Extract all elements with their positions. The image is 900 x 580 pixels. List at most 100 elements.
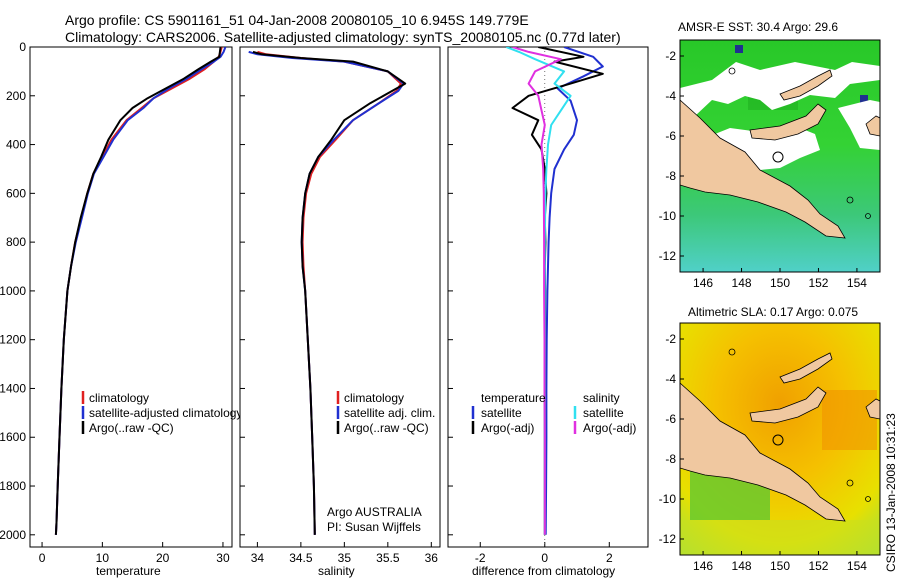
legend-label-sal-argo: Argo(-adj) xyxy=(583,421,636,435)
argo-position-marker xyxy=(772,151,784,163)
y-tick-label: 800 xyxy=(6,235,26,249)
x-tick-label: 0 xyxy=(39,551,46,565)
csiro-watermark: CSIRO 13-Jan-2008 10:31:23 xyxy=(884,413,898,572)
salinity-legend: climatology satellite adj. clim. Argo(..… xyxy=(336,391,435,435)
new-guinea-land xyxy=(680,99,846,239)
difference-panel: -2 0 2 difference from climatology tempera… xyxy=(447,46,649,578)
island-outline xyxy=(846,479,854,487)
series-line-argo-raw-qc- xyxy=(252,50,407,535)
island-outline xyxy=(728,67,736,75)
temperature-axes-frame xyxy=(29,46,233,548)
temperature-legend: climatology satellite-adjusted climatolo… xyxy=(81,391,242,435)
map-y-tick-label: -6 xyxy=(665,129,676,143)
new-britain-land xyxy=(749,103,827,141)
bougainville-land xyxy=(865,115,880,137)
sla-high-patch xyxy=(822,390,877,450)
series-line-temperature-satellite xyxy=(544,47,604,535)
temperature-lines xyxy=(54,47,227,535)
legend-label-argo: Argo(..raw -QC) xyxy=(89,421,174,435)
map-y-tick-label: -10 xyxy=(659,209,677,223)
y-tick-label: 1800 xyxy=(0,479,26,493)
sst-map-panel: AMSR-E SST: 30.4 Argo: 29.6 146 148 150 152… xyxy=(659,20,881,290)
pi-label: PI: Susan Wijffels xyxy=(327,520,421,534)
sst-map-ticks: 146 148 150 152 154 -2 -4 -6 -8 -10 -12 xyxy=(659,49,868,290)
y-tick-label: 2000 xyxy=(0,528,26,542)
y-tick-label: 400 xyxy=(6,138,26,152)
new-britain-land xyxy=(749,386,827,424)
map-y-tick-label: -8 xyxy=(665,169,676,183)
sla-low-patch xyxy=(680,520,880,555)
x-tick-label: 35 xyxy=(338,551,352,565)
new-guinea-land xyxy=(680,382,846,522)
legend-label-satellite: satellite-adjusted climatology xyxy=(89,406,242,420)
map-x-tick-label: 154 xyxy=(847,276,867,290)
x-tick-label: 30 xyxy=(216,551,230,565)
map-x-tick-label: 152 xyxy=(808,276,828,290)
x-tick-label: 34.5 xyxy=(289,551,313,565)
map-y-tick-label: -4 xyxy=(665,372,676,386)
legend-label-temp-satellite: satellite xyxy=(481,406,522,420)
legend-label-sal-satellite: satellite xyxy=(583,406,624,420)
bougainville-land xyxy=(865,398,880,420)
sla-map-panel: Altimetric SLA: 0.17 Argo: 0.075 146 148 1… xyxy=(659,305,881,573)
argo-position-marker xyxy=(772,434,784,446)
y-tick-label: 1600 xyxy=(0,430,26,444)
x-tick-label: 2 xyxy=(606,551,613,565)
map-y-tick-label: -8 xyxy=(665,452,676,466)
salinity-axes-frame xyxy=(239,46,441,548)
salinity-xlabel: salinity xyxy=(318,564,355,578)
y-tick-label: 600 xyxy=(6,186,26,200)
temperature-xlabel: temperature xyxy=(96,564,161,578)
legend-label-satellite: satellite adj. clim. xyxy=(344,406,435,420)
y-tick-label: 1000 xyxy=(0,284,26,298)
island-outline xyxy=(846,196,854,204)
x-tick-label: 20 xyxy=(156,551,170,565)
sst-cold-pixel xyxy=(735,45,743,53)
y-tick-label: 0 xyxy=(19,40,26,54)
map-x-tick-label: 150 xyxy=(770,276,790,290)
sst-map-image xyxy=(680,40,880,272)
map-x-tick-label: 150 xyxy=(770,559,790,573)
x-tick-label: -2 xyxy=(475,551,486,565)
y-tick-label: 1200 xyxy=(0,333,26,347)
x-tick-label: 34 xyxy=(251,551,265,565)
new-ireland-land xyxy=(779,69,833,101)
map-y-tick-label: -12 xyxy=(659,249,677,263)
salinity-lines xyxy=(248,50,407,535)
difference-legend: temperature salinity satellite Argo(-adj… xyxy=(471,391,636,435)
figure-title-line1: Argo profile: CS 5901161_51 04-Jan-2008 … xyxy=(65,12,529,28)
map-y-tick-label: -4 xyxy=(665,89,676,103)
difference-ticks: -2 0 2 xyxy=(448,46,613,565)
y-tick-label: 200 xyxy=(6,89,26,103)
sla-map-ticks: 146 148 150 152 154 -2 -4 -6 -8 -10 -12 xyxy=(659,332,868,573)
difference-xlabel: difference from climatology xyxy=(472,564,615,578)
missing-data-patch xyxy=(838,100,880,150)
legend-label-argo: Argo(..raw -QC) xyxy=(344,421,429,435)
sla-map-image xyxy=(680,323,880,555)
map-x-tick-label: 146 xyxy=(693,559,713,573)
y-tick-label: 1400 xyxy=(0,381,26,395)
sst-map-title: AMSR-E SST: 30.4 Argo: 29.6 xyxy=(678,20,838,34)
map-y-tick-label: -12 xyxy=(659,532,677,546)
map-x-tick-label: 154 xyxy=(847,559,867,573)
argo-australia-label: Argo AUSTRALIA xyxy=(327,505,422,519)
island-outline xyxy=(728,348,736,356)
legend-title-temperature: temperature xyxy=(481,391,546,405)
temperature-panel: 0 10 20 30 0 200 400 600 800 1000 1200 1400 1600 1800… xyxy=(0,40,242,578)
map-x-tick-label: 152 xyxy=(808,559,828,573)
legend-label-climatology: climatology xyxy=(89,391,149,405)
salinity-ticks: 34 34.5 35 35.5 36 xyxy=(240,46,439,565)
x-tick-label: 35.5 xyxy=(376,551,400,565)
map-x-tick-label: 148 xyxy=(732,559,752,573)
sla-map-title: Altimetric SLA: 0.17 Argo: 0.075 xyxy=(688,305,858,319)
legend-label-climatology: climatology xyxy=(344,391,404,405)
salinity-panel: 34 34.5 35 35.5 36 salinity climatology sate… xyxy=(239,46,441,578)
legend-label-temp-argo: Argo(-adj) xyxy=(481,421,534,435)
island-outline xyxy=(865,496,871,502)
series-line-salinity-argo-adj- xyxy=(512,47,562,535)
x-tick-label: 36 xyxy=(425,551,439,565)
map-y-tick-label: -10 xyxy=(659,492,677,506)
x-tick-label: 10 xyxy=(96,551,110,565)
x-tick-label: 0 xyxy=(541,551,548,565)
